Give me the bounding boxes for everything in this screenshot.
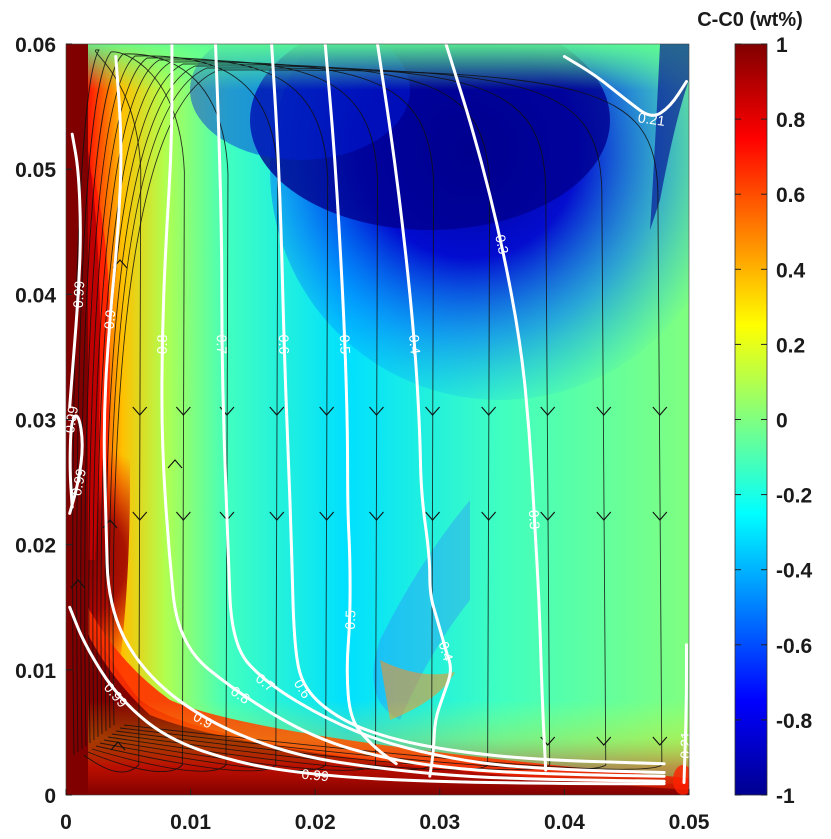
stream-arrow	[175, 511, 191, 521]
contour-lines	[68, 44, 688, 786]
stream-arrow	[652, 511, 668, 521]
stream-arrow	[132, 511, 148, 521]
contour-line	[68, 132, 82, 409]
y-tick-label: 0.05	[15, 159, 56, 182]
stream-arrow	[319, 511, 335, 521]
contour-label: 0.9	[101, 309, 119, 330]
contour-label: 0.99	[68, 467, 89, 497]
streamline	[96, 61, 435, 771]
stream-arrow	[132, 406, 148, 416]
colorbar-tick-label: 0.8	[776, 109, 806, 132]
contour-line	[270, 44, 666, 766]
x-axis-ticks: 0 0.01 0.02 0.03 0.04 0.05	[60, 789, 710, 834]
colorbar: C-C0 (wt%) -1 -0.8 -0.6 -0.4 -0.2 0 0.2 0.4 0.6 0…	[697, 9, 812, 808]
colorbar-title: C-C0 (wt%)	[697, 9, 803, 31]
stream-arrow	[425, 406, 440, 416]
contour-label: 0.99	[70, 280, 88, 308]
colorbar-tick-label: -0.2	[776, 485, 812, 508]
y-tick-label: 0	[44, 785, 56, 808]
contour-labels: 0.990.990.990.990.990.90.90.80.80.70.70.…	[61, 109, 694, 784]
y-tick-label: 0.01	[15, 660, 56, 683]
y-tick-label: 0.03	[15, 410, 56, 433]
y-tick-label: 0.02	[15, 535, 56, 558]
streamline	[84, 55, 279, 772]
stream-arrow	[481, 406, 497, 416]
colorbar-tick-label: -1	[776, 785, 795, 808]
colorbar-tick-label: -0.6	[776, 635, 812, 658]
contour-line	[102, 55, 666, 783]
colorbar-tick-label: 0	[776, 410, 788, 433]
contour-label: 0.5	[337, 334, 354, 354]
stream-arrow	[319, 406, 335, 416]
y-tick-label: 0.04	[15, 284, 56, 307]
x-tick-label: 0.03	[419, 811, 460, 834]
stream-arrow	[167, 459, 183, 469]
x-tick-label: 0	[60, 811, 72, 834]
stream-arrow	[596, 511, 612, 521]
contour-label: 0.5	[342, 610, 359, 630]
stream-arrow	[596, 406, 612, 416]
x-tick-label: 0.01	[170, 811, 211, 834]
contour-line	[68, 414, 84, 515]
colorbar-tick-label: -0.8	[776, 710, 813, 733]
y-tick-label: 0.06	[15, 34, 56, 57]
contour-label: 0.4	[436, 640, 457, 663]
contour-line	[376, 44, 452, 778]
stream-arrow	[652, 406, 668, 416]
streamline	[112, 69, 663, 770]
contour-line	[160, 44, 666, 778]
stream-arrow	[110, 741, 126, 751]
colorbar-ticks: -1 -0.8 -0.6 -0.4 -0.2 0 0.2 0.4 0.6 0.8 1	[735, 34, 813, 808]
stream-arrow	[369, 406, 384, 416]
x-tick-label: 0.04	[544, 811, 585, 834]
streamline	[108, 67, 607, 770]
stream-arrow	[596, 736, 612, 746]
stream-arrow	[70, 579, 86, 589]
streamline	[76, 51, 185, 773]
stream-arrow	[269, 406, 285, 416]
contour-line	[562, 55, 688, 117]
colorbar-tick-label: 1	[776, 34, 788, 57]
streamline	[72, 49, 142, 773]
colorbar-tick-label: 0.2	[776, 334, 805, 357]
contour-line	[68, 605, 666, 786]
contour-label: 0.21	[677, 731, 694, 759]
stream-arrow	[425, 511, 440, 521]
contour-label: 0.21	[637, 109, 666, 129]
contour-label: 0.99	[301, 766, 330, 785]
contour-line	[214, 44, 666, 774]
colorbar-tick-label: -0.4	[776, 560, 813, 583]
contour-line	[682, 643, 688, 784]
contour-label: 0.4	[406, 334, 424, 355]
contour-label: 0.6	[276, 334, 293, 354]
stream-arrow	[269, 511, 285, 521]
contour-label: 0.8	[154, 334, 170, 354]
stream-arrow	[481, 511, 497, 521]
stream-arrow	[652, 736, 668, 746]
stream-arrow	[175, 406, 191, 416]
x-tick-label: 0.02	[295, 811, 336, 834]
contour-label: 0.7	[214, 335, 230, 355]
colorbar-tick-label: 0.4	[776, 259, 806, 282]
contour-line	[444, 44, 548, 772]
x-tick-label: 0.05	[669, 811, 710, 834]
colorbar-tick-label: 0.6	[776, 184, 805, 207]
contour-label: 0.3	[526, 509, 543, 530]
contour-label: 0.3	[492, 233, 512, 256]
stream-arrow	[540, 406, 556, 416]
stream-arrow	[540, 511, 556, 521]
y-axis-ticks: 0 0.01 0.02 0.03 0.04 0.05 0.06	[15, 34, 72, 808]
stream-arrow	[369, 511, 384, 521]
contour-line	[323, 44, 398, 766]
